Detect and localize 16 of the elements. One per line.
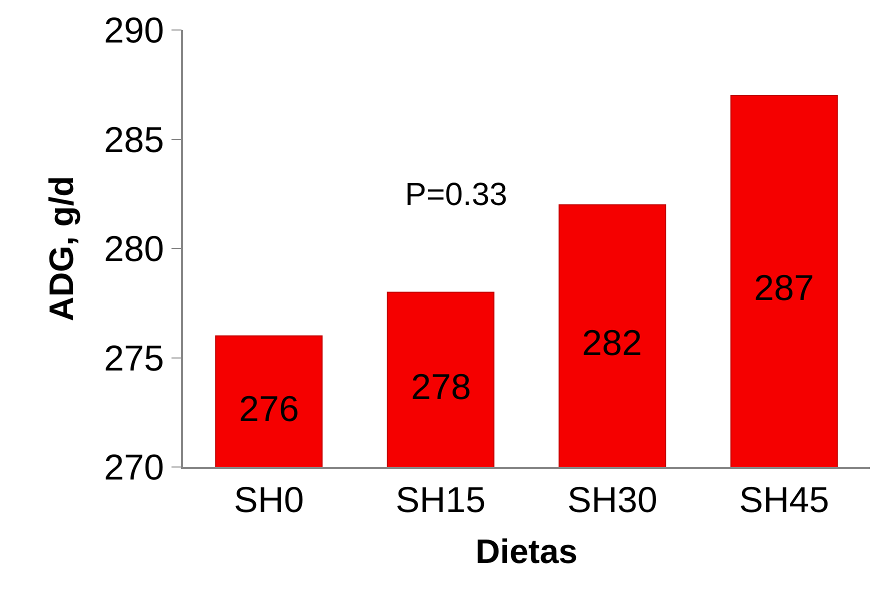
data-label: 282 <box>582 322 642 363</box>
y-tick-label: 285 <box>104 118 164 160</box>
y-tick-label: 290 <box>104 10 164 51</box>
y-tick-label: 270 <box>104 446 164 488</box>
y-tick-label: 280 <box>104 228 164 270</box>
x-tick-label: SH30 <box>567 478 658 520</box>
y-tick-label: 275 <box>104 337 164 378</box>
x-axis-title: Dietas <box>475 532 578 571</box>
x-tick-label: SH0 <box>234 478 304 520</box>
data-label: 276 <box>239 388 300 429</box>
data-label: 278 <box>411 366 472 407</box>
y-axis-title: ADG, g/d <box>43 176 82 322</box>
x-tick-label: SH45 <box>739 478 830 520</box>
x-tick-label: SH15 <box>396 478 486 520</box>
annotation: P=0.33 <box>405 176 508 212</box>
data-label: 287 <box>754 267 814 308</box>
